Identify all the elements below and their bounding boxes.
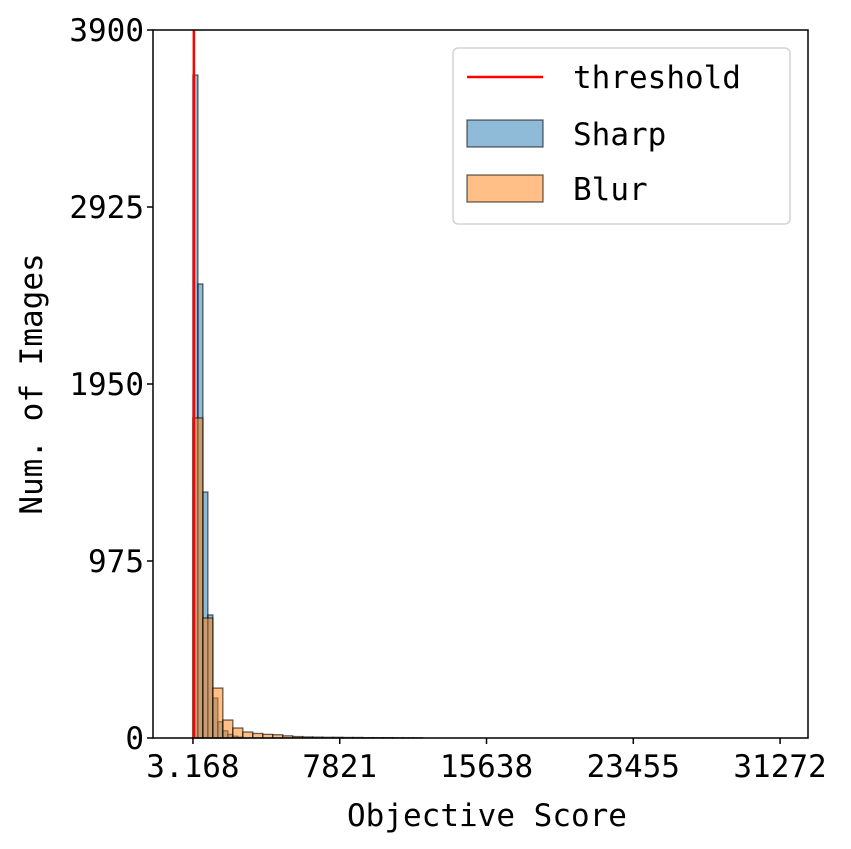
x-tick-label: 3.168 xyxy=(146,749,239,785)
legend-swatch xyxy=(466,174,544,203)
y-tick-label: 1950 xyxy=(69,367,144,403)
histogram-bar xyxy=(232,727,244,739)
legend-label: Sharp xyxy=(573,117,666,153)
x-axis-label: Objective Score xyxy=(347,798,627,834)
legend-label: threshold xyxy=(573,60,741,96)
y-axis-label: Num. of Images xyxy=(14,253,50,514)
y-tick-label: 3900 xyxy=(69,13,144,49)
histogram-bar xyxy=(212,687,224,739)
histogram-bar xyxy=(222,719,234,739)
histogram-bar xyxy=(242,731,254,739)
histogram-bar xyxy=(202,617,214,739)
x-tick-label: 31272 xyxy=(733,749,826,785)
y-tick-label: 2925 xyxy=(69,190,144,226)
y-tick-label: 0 xyxy=(125,721,144,757)
x-tick-label: 23455 xyxy=(587,749,680,785)
legend-swatch xyxy=(466,119,544,148)
x-tick-label: 15638 xyxy=(440,749,533,785)
y-tick-label: 975 xyxy=(88,544,144,580)
legend-label: Blur xyxy=(573,172,648,208)
x-tick-label: 7821 xyxy=(302,749,377,785)
